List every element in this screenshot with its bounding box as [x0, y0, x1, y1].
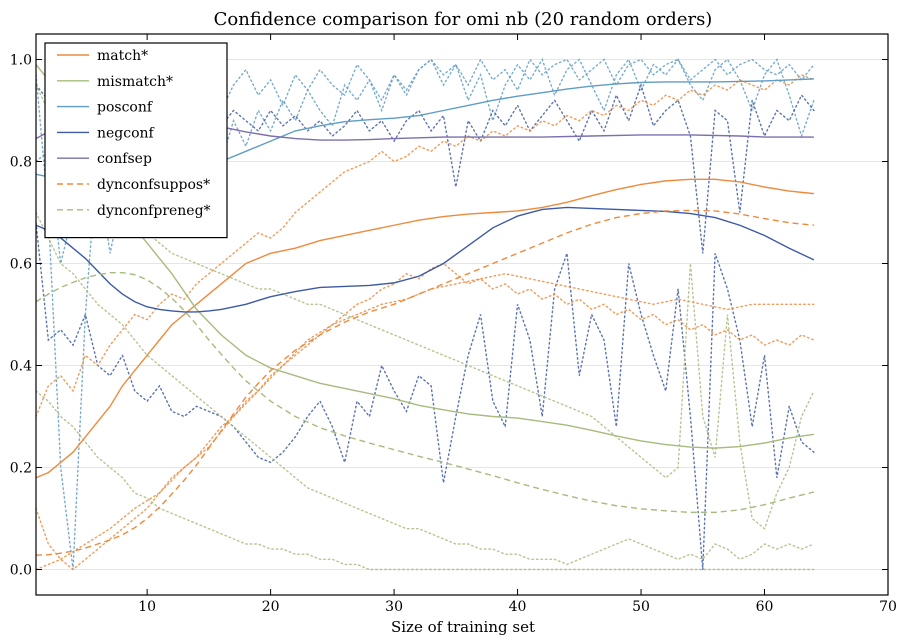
- background-series-line: [36, 222, 815, 570]
- grid: [36, 59, 888, 570]
- y-axis: 0.0 0.2 0.4 0.6 0.8 1.0: [10, 53, 888, 579]
- legend-label: dynconfpreneg*: [97, 203, 211, 219]
- chart-title: Confidence comparison for omi nb (20 ran…: [214, 9, 713, 30]
- series-line-dynconfpreneg: [36, 271, 815, 514]
- series-lines: [36, 64, 815, 556]
- background-series-line: [36, 390, 815, 571]
- x-axis-label: Size of training set: [391, 618, 535, 636]
- y-tick-label: 0.4: [10, 359, 32, 375]
- x-tick-label: 40: [509, 599, 527, 615]
- x-axis: 10 20 30 40 50 60 70: [138, 34, 897, 615]
- background-series-line: [36, 272, 815, 571]
- x-tick-label: 50: [632, 599, 650, 615]
- x-tick-label: 60: [756, 599, 774, 615]
- x-tick-label: 70: [879, 599, 897, 615]
- series-line-negconf: [36, 206, 815, 313]
- x-tick-label: 30: [385, 599, 403, 615]
- legend: match* mismatch* posconf negconf confsep dync…: [44, 42, 228, 239]
- legend-label: posconf: [97, 100, 154, 116]
- background-series-line: [36, 73, 815, 418]
- background-series-line: [36, 84, 815, 530]
- y-tick-label: 0.0: [10, 563, 32, 579]
- series-line-match: [36, 178, 814, 479]
- x-tick-label: 20: [262, 599, 280, 615]
- y-tick-label: 1.0: [10, 53, 32, 69]
- legend-label: mismatch*: [97, 74, 173, 90]
- x-tick-label: 10: [138, 599, 156, 615]
- legend-label: match*: [97, 48, 148, 64]
- background-series-line: [36, 211, 815, 566]
- y-tick-label: 0.6: [10, 257, 32, 273]
- y-tick-label: 0.8: [10, 155, 32, 171]
- y-tick-label: 0.2: [10, 461, 32, 477]
- legend-box: [44, 42, 228, 239]
- legend-label: negconf: [97, 125, 156, 141]
- legend-label: dynconfsuppos*: [97, 177, 210, 193]
- legend-label: confsep: [97, 151, 152, 167]
- plot-frame: [35, 33, 889, 596]
- series-line-dynconfsuppos: [36, 209, 814, 556]
